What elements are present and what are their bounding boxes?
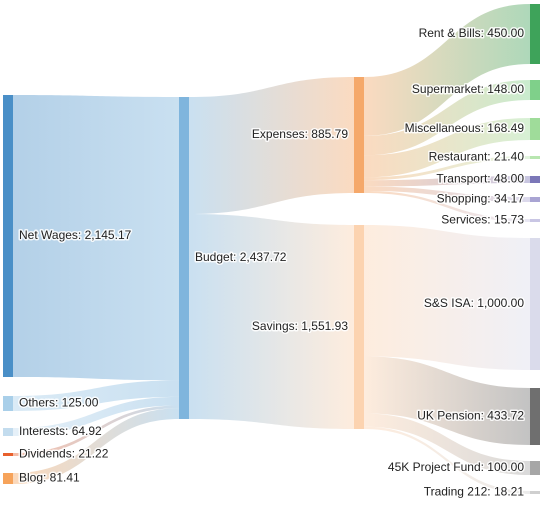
node-label-halo-interests: Interests: 64.92 [19, 424, 102, 438]
node-dividends [3, 453, 13, 456]
node-label-ss_isa: S&S ISA: 1,000.00 [424, 296, 524, 310]
node-label-transport: Transport: 48.00 [436, 172, 524, 186]
node-label-uk_pension: UK Pension: 433.72 [417, 409, 524, 423]
node-label-shopping: Shopping: 34.17 [437, 192, 525, 206]
node-label-halo-restaurant: Restaurant: 21.40 [429, 150, 525, 164]
node-label-halo-uk_pension: UK Pension: 433.72 [417, 409, 524, 423]
node-label-net_wages: Net Wages: 2,145.17 [19, 228, 132, 242]
node-savings [354, 225, 364, 429]
node-restaurant [530, 156, 540, 159]
node-label-expenses: Expenses: 885.79 [252, 127, 348, 141]
node-label-dividends: Dividends: 21.22 [19, 447, 109, 461]
nodes-layer [3, 4, 540, 494]
link-others-to-budget [13, 380, 179, 411]
node-label-rent: Rent & Bills: 450.00 [419, 26, 525, 40]
node-others [3, 396, 13, 411]
node-label-halo-project_fund: 45K Project Fund: 100.00 [388, 460, 524, 474]
node-label-blog: Blog: 81.41 [19, 471, 80, 485]
node-label-project_fund: 45K Project Fund: 100.00 [388, 460, 524, 474]
link-expenses-to-services [364, 190, 530, 222]
node-trading212 [530, 491, 540, 494]
node-label-halo-rent: Rent & Bills: 450.00 [419, 26, 525, 40]
node-ss_isa [530, 238, 540, 370]
node-budget [179, 97, 189, 419]
node-label-halo-transport: Transport: 48.00 [436, 172, 524, 186]
node-uk_pension [530, 388, 540, 445]
node-label-halo-savings: Savings: 1,551.93 [252, 319, 348, 333]
link-interests-to-budget [13, 396, 179, 436]
link-expenses-to-transport [364, 176, 530, 187]
node-label-misc: Miscellaneous: 168.49 [405, 121, 525, 135]
node-label-interests: Interests: 64.92 [19, 424, 102, 438]
node-label-savings: Savings: 1,551.93 [252, 319, 348, 333]
node-label-budget: Budget: 2,437.72 [195, 250, 287, 264]
node-label-halo-supermarket: Supermarket: 148.00 [412, 82, 524, 96]
node-label-halo-expenses: Expenses: 885.79 [252, 127, 348, 141]
node-label-restaurant: Restaurant: 21.40 [429, 150, 525, 164]
node-misc [530, 118, 540, 140]
node-label-halo-ss_isa: S&S ISA: 1,000.00 [424, 296, 524, 310]
node-supermarket [530, 80, 540, 100]
node-label-services: Services: 15.73 [441, 213, 524, 227]
node-label-halo-trading212: Trading 212: 18.21 [424, 485, 525, 499]
link-net_wages-to-budget [13, 95, 179, 381]
node-rent [530, 4, 540, 64]
node-shopping [530, 197, 540, 202]
link-expenses-to-supermarket [364, 80, 530, 156]
link-savings-to-project_fund [364, 413, 530, 475]
node-interests [3, 428, 13, 436]
link-dividends-to-budget [13, 405, 179, 456]
node-label-halo-budget: Budget: 2,437.72 [195, 250, 287, 264]
node-expenses [354, 77, 364, 193]
node-blog [3, 473, 13, 484]
links-layer [13, 4, 530, 494]
link-expenses-to-misc [364, 118, 530, 178]
link-savings-to-uk_pension [364, 356, 530, 445]
node-label-trading212: Trading 212: 18.21 [424, 485, 525, 499]
node-label-others: Others: 125.00 [19, 396, 99, 410]
node-transport [530, 176, 540, 183]
node-label-halo-blog: Blog: 81.41 [19, 471, 80, 485]
link-expenses-to-restaurant [364, 156, 530, 181]
link-expenses-to-rent [364, 4, 530, 136]
node-services [530, 219, 540, 222]
node-label-supermarket: Supermarket: 148.00 [412, 82, 524, 96]
node-label-halo-others: Others: 125.00 [19, 396, 99, 410]
node-project_fund [530, 461, 540, 475]
link-blog-to-budget [13, 408, 179, 484]
node-label-halo-dividends: Dividends: 21.22 [19, 447, 109, 461]
link-budget-to-savings [189, 214, 354, 429]
node-label-halo-net_wages: Net Wages: 2,145.17 [19, 228, 132, 242]
node-net_wages [3, 95, 13, 377]
node-label-halo-misc: Miscellaneous: 168.49 [405, 121, 525, 135]
node-label-halo-shopping: Shopping: 34.17 [437, 192, 525, 206]
node-label-halo-services: Services: 15.73 [441, 213, 524, 227]
link-savings-to-trading212 [364, 426, 530, 494]
link-budget-to-expenses [189, 77, 354, 215]
link-expenses-to-shopping [364, 186, 530, 202]
link-savings-to-ss_isa [364, 225, 530, 370]
